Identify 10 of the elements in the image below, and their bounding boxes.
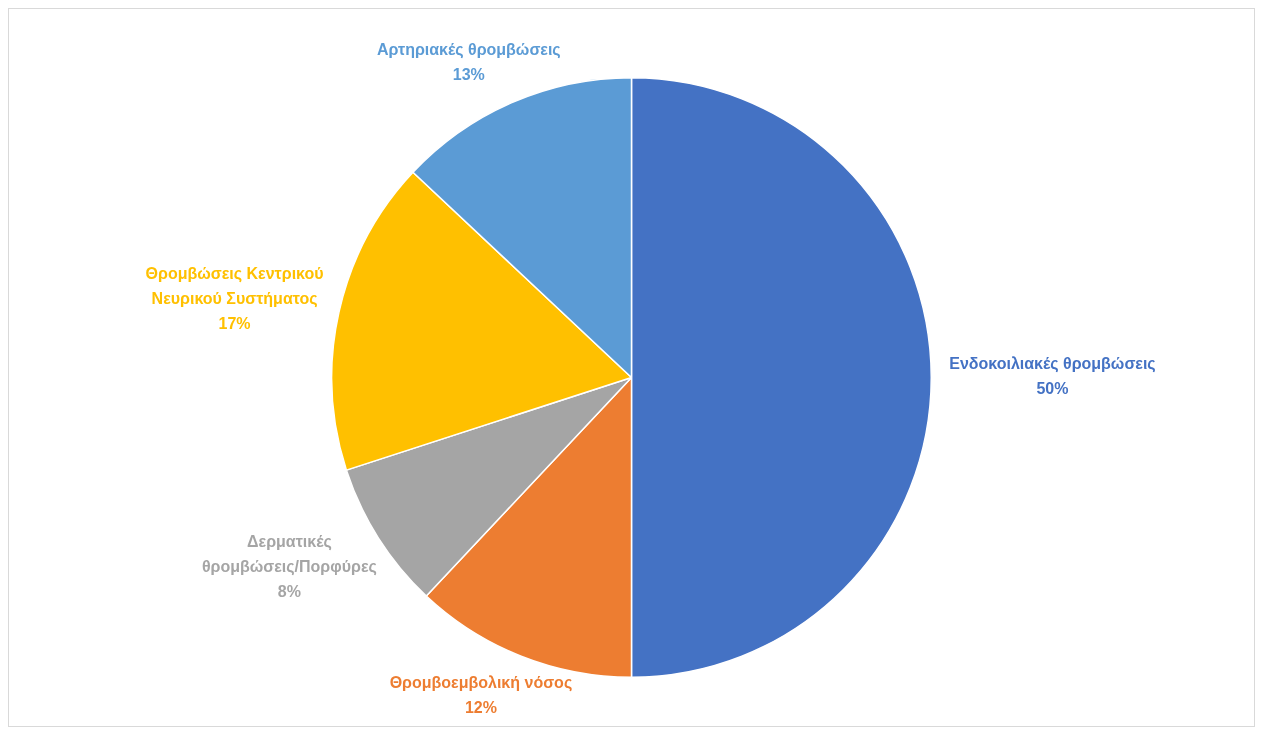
data-label: 8% <box>277 583 301 601</box>
slice-label: Θρομβοεμβολική νόσος <box>389 674 573 693</box>
slice-label: Δερματικές θρομβώσεις/Πορφύρες <box>201 533 377 577</box>
slice-label: Ενδοκοιλιακές θρομβώσεις <box>949 355 1156 374</box>
slice-label: Θρομβώσεις Κεντρικού Νευρικού Συστήματος <box>145 265 324 309</box>
slice-label: Αρτηριακές θρομβώσεις <box>376 40 561 59</box>
data-label: 13% <box>452 65 485 83</box>
data-label: 50% <box>1036 380 1069 398</box>
data-label: 17% <box>218 315 251 333</box>
data-label: 12% <box>464 699 497 717</box>
